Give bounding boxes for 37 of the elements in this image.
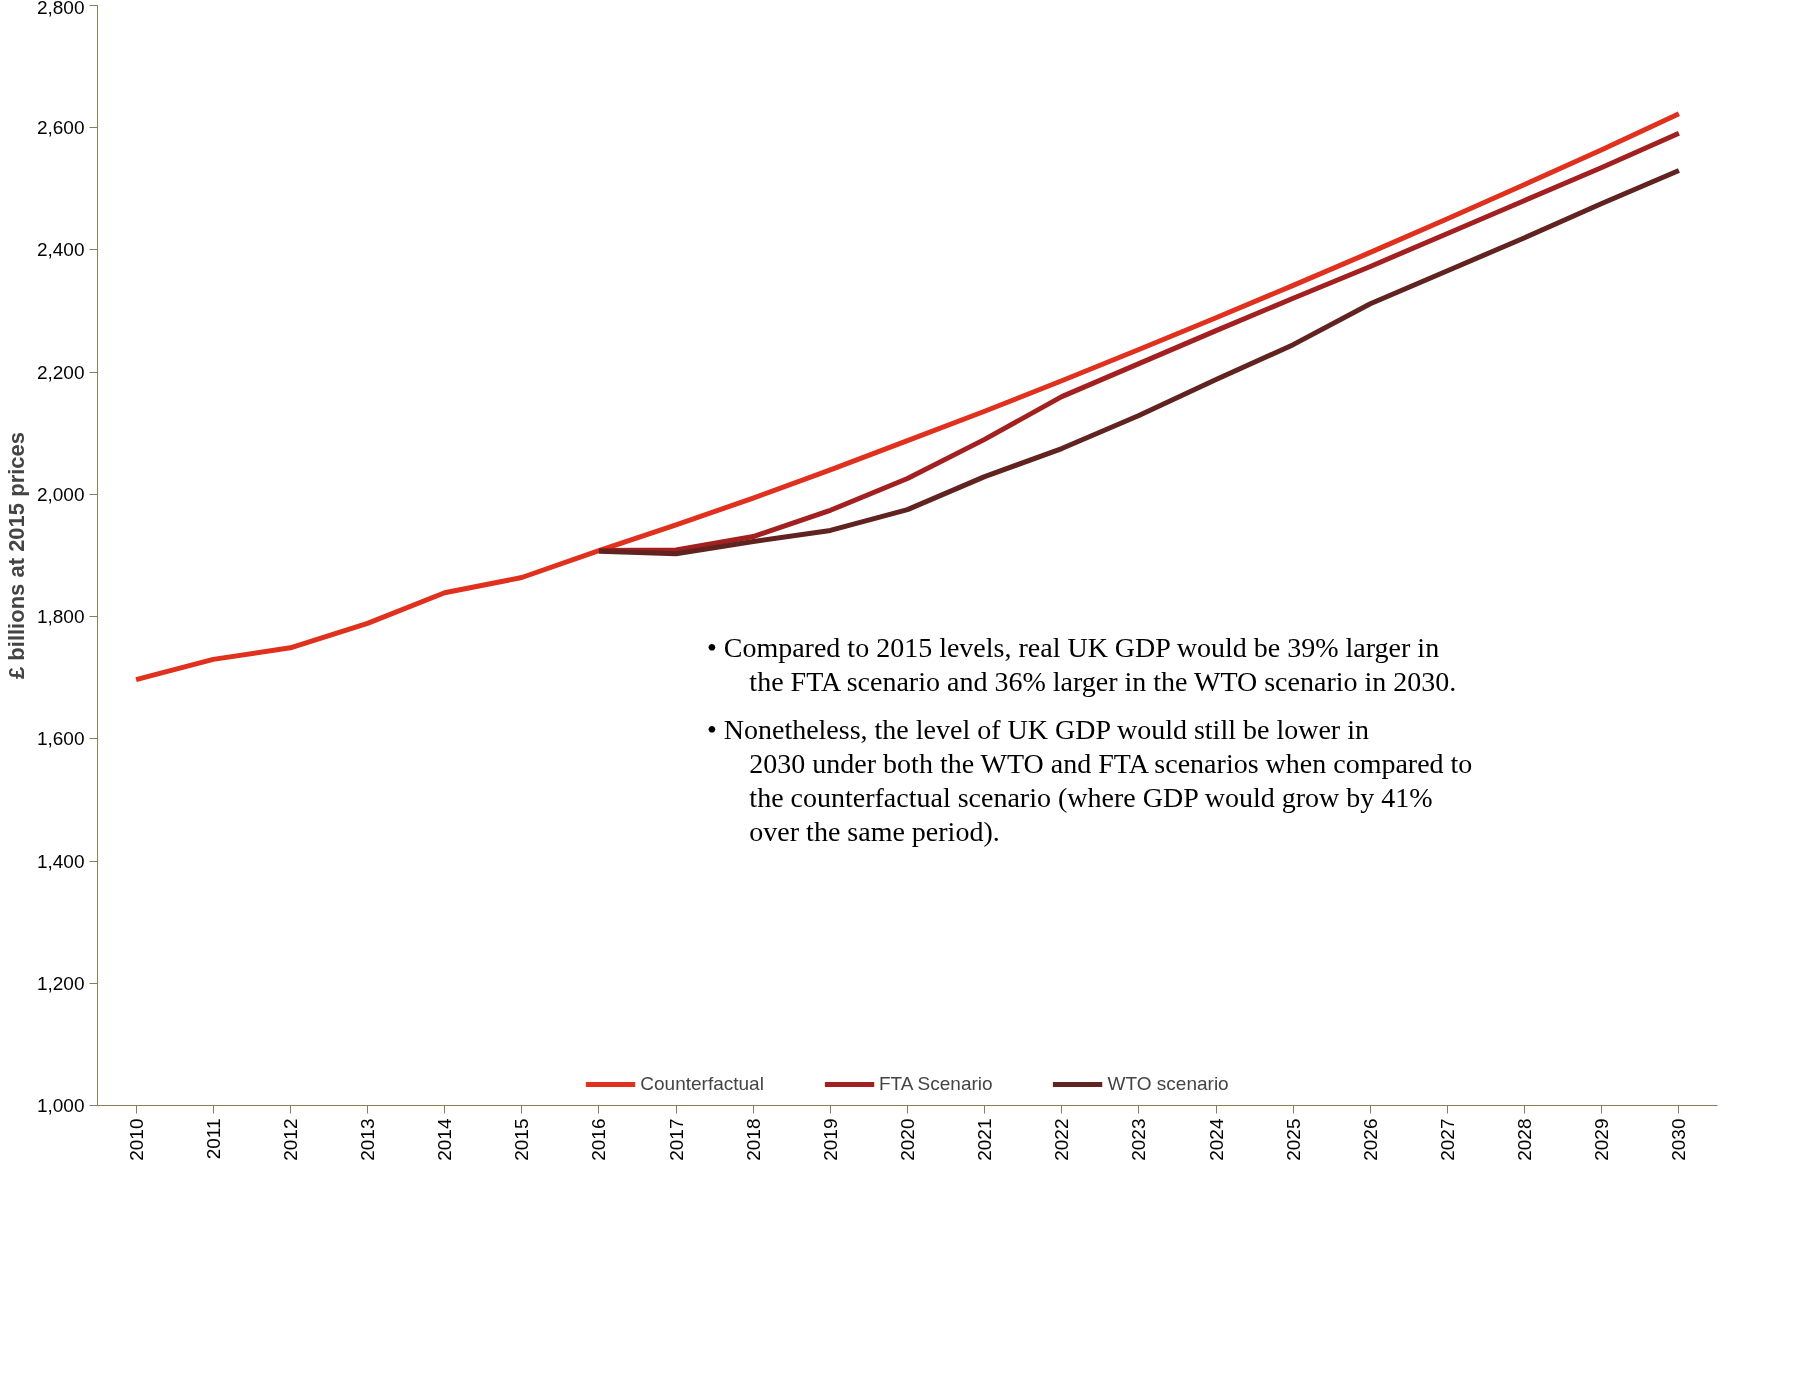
x-tick-label: 2024 bbox=[1205, 1118, 1227, 1161]
x-tick-label: 2021 bbox=[974, 1118, 996, 1161]
x-tick-label: 2019 bbox=[819, 1118, 841, 1161]
annotation: • Nonetheless, the level of UK GDP would still be lower in 2030 under both the WTO and FTA scenarios when compared to the counterfactual scenario (where GDP would grow by 41% over the same period). bbox=[706, 713, 1473, 848]
y-tick-label: 2,200 bbox=[36, 361, 85, 383]
y-tick-label: 2,400 bbox=[36, 239, 85, 261]
y-tick-label: 2,800 bbox=[36, 0, 85, 18]
annotation: • Compared to 2015 levels, real UK GDP would be 39% larger in the FTA scenario and 36% larger in the WTO scenario in 2030. bbox=[706, 631, 1457, 697]
y-tick-label: 1,400 bbox=[36, 850, 85, 872]
y-tick-label: 1,000 bbox=[36, 1095, 85, 1116]
x-tick-label: 2011 bbox=[202, 1118, 224, 1160]
legend-label: WTO scenario bbox=[1107, 1073, 1229, 1095]
y-tick-label: 1,800 bbox=[36, 606, 85, 628]
y-tick-label: 2,000 bbox=[36, 483, 85, 505]
x-tick-label: 2018 bbox=[742, 1118, 764, 1161]
x-tick-label: 2016 bbox=[588, 1118, 610, 1161]
x-tick-label: 2012 bbox=[279, 1118, 301, 1161]
legend-label: Counterfactual bbox=[640, 1073, 764, 1095]
x-tick-label: 2029 bbox=[1591, 1118, 1613, 1161]
y-axis-title: £ billions at 2015 prices bbox=[3, 431, 29, 679]
legend-label: FTA Scenario bbox=[878, 1073, 993, 1095]
x-tick-label: 2023 bbox=[1128, 1118, 1150, 1161]
x-tick-label: 2030 bbox=[1668, 1118, 1690, 1161]
x-tick-label: 2025 bbox=[1282, 1118, 1304, 1161]
x-tick-label: 2013 bbox=[357, 1118, 378, 1161]
x-tick-label: 2020 bbox=[897, 1118, 918, 1161]
x-tick-label: 2028 bbox=[1514, 1118, 1536, 1161]
x-tick-label: 2022 bbox=[1051, 1118, 1073, 1161]
x-tick-label: 2015 bbox=[511, 1118, 533, 1161]
x-tick-label: 2014 bbox=[434, 1118, 456, 1161]
x-tick-label: 2010 bbox=[125, 1118, 147, 1161]
y-tick-label: 1,600 bbox=[36, 728, 85, 750]
y-tick-label: 1,200 bbox=[36, 972, 85, 994]
x-tick-label: 2017 bbox=[665, 1118, 687, 1161]
y-tick-label: 2,600 bbox=[36, 117, 85, 139]
x-tick-label: 2027 bbox=[1437, 1118, 1458, 1161]
x-tick-label: 2026 bbox=[1359, 1118, 1381, 1161]
